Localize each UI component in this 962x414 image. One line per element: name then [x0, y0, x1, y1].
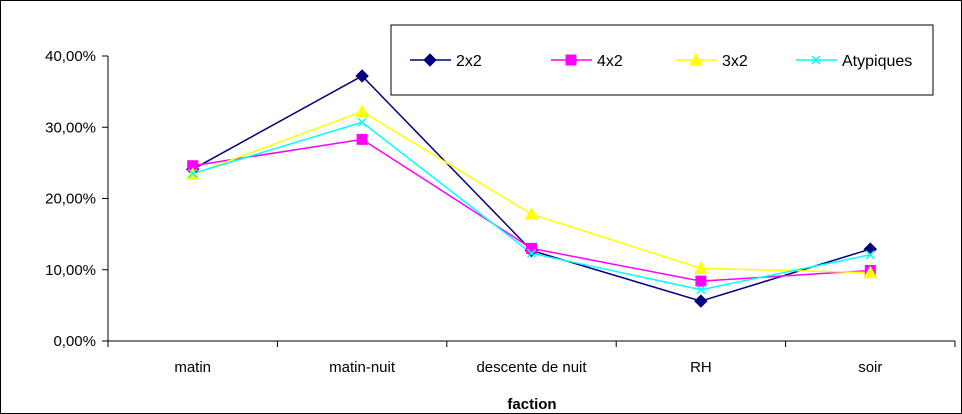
x-axis-title: faction	[507, 396, 556, 413]
data-point-4x2	[695, 275, 707, 287]
legend-label-3x2: 3x2	[722, 53, 748, 70]
legend-marker-4x2	[565, 54, 577, 66]
data-point-4x2	[526, 242, 537, 254]
x-tick-label: matin-nuit	[329, 359, 396, 376]
data-point-atypiques	[357, 117, 367, 127]
y-tick-label: 30,00%	[45, 119, 96, 136]
data-point-atypiques	[865, 250, 875, 260]
legend-marker-2x2	[423, 53, 437, 67]
data-point-2x2	[355, 69, 369, 83]
x-tick-label: RH	[690, 359, 712, 376]
y-tick-label: 40,00%	[45, 48, 96, 65]
legend-box	[390, 24, 934, 96]
data-point-atypiques	[188, 169, 198, 179]
data-point-3x2	[694, 261, 708, 274]
x-axis-ticks: matin matin-nuit descente de nuit RH soir	[107, 341, 956, 376]
x-tick-label: soir	[858, 359, 882, 376]
data-point-3x2	[524, 207, 539, 220]
y-tick-label: 0,00%	[53, 333, 96, 350]
x-tick-label: descente de nuit	[476, 359, 587, 376]
legend-label-4x2: 4x2	[597, 53, 623, 70]
y-tick-label: 10,00%	[45, 262, 96, 279]
data-point-3x2	[355, 104, 369, 118]
legend-label-2x2: 2x2	[456, 53, 482, 70]
legend-label-atypiques: Atypiques	[842, 53, 912, 70]
data-point-atypiques	[696, 285, 706, 295]
legend-marker-3x2	[689, 52, 703, 66]
data-point-2x2	[694, 294, 708, 308]
data-point-3x2	[863, 265, 878, 279]
y-axis-ticks: 0,00% 10,00% 20,00% 30,00% 40,00%	[45, 48, 108, 350]
legend-marker-atypiques	[811, 55, 821, 65]
x-tick-label: matin	[174, 359, 211, 376]
data-point-atypiques	[526, 248, 537, 258]
series-layer	[185, 69, 878, 308]
legend: 2x2 4x2 3x2 Atypiques	[390, 24, 934, 96]
data-point-4x2	[356, 133, 368, 145]
y-tick-label: 20,00%	[45, 191, 96, 208]
